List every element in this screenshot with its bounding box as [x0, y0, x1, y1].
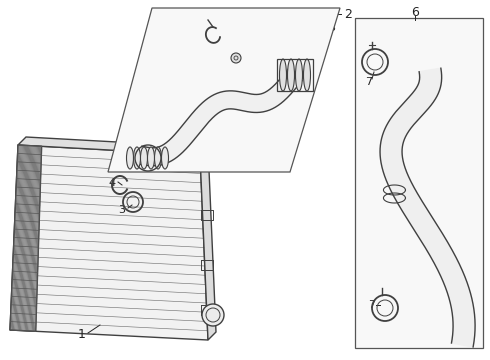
Text: 4: 4: [108, 178, 116, 188]
Ellipse shape: [295, 59, 302, 91]
Ellipse shape: [141, 147, 147, 169]
Polygon shape: [10, 145, 208, 340]
Circle shape: [202, 304, 224, 326]
Ellipse shape: [147, 147, 154, 169]
Text: 4: 4: [202, 15, 210, 25]
Ellipse shape: [154, 147, 162, 169]
Polygon shape: [138, 69, 302, 166]
Circle shape: [231, 53, 241, 63]
Ellipse shape: [162, 147, 169, 169]
Polygon shape: [200, 147, 216, 340]
Text: 3: 3: [328, 23, 336, 33]
Ellipse shape: [279, 59, 287, 91]
Text: 3: 3: [119, 205, 125, 215]
Ellipse shape: [288, 59, 294, 91]
Polygon shape: [108, 8, 340, 172]
Ellipse shape: [303, 59, 311, 91]
Bar: [355, 18, 483, 348]
Ellipse shape: [126, 147, 133, 169]
Polygon shape: [10, 145, 42, 331]
Polygon shape: [18, 137, 208, 155]
Ellipse shape: [133, 147, 141, 169]
Polygon shape: [380, 68, 475, 347]
Text: 2: 2: [344, 8, 352, 21]
Text: 6: 6: [411, 5, 419, 18]
Text: 1: 1: [78, 328, 86, 342]
Text: 7: 7: [366, 77, 372, 87]
Bar: [277, 59, 313, 91]
Text: 5: 5: [223, 63, 230, 73]
Text: 7: 7: [368, 300, 375, 310]
